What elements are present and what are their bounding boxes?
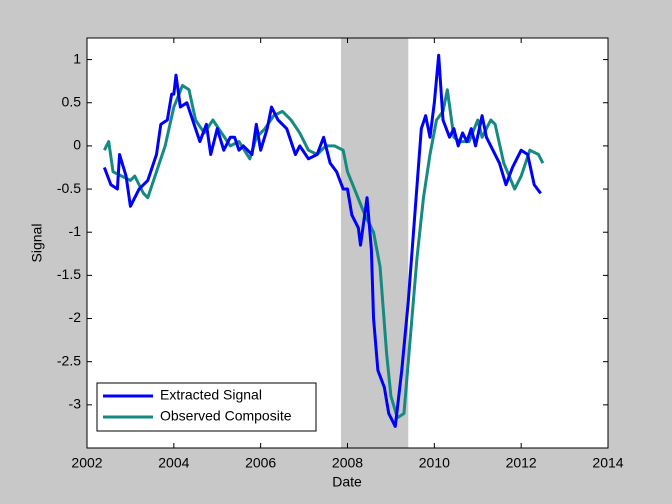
legend-box [96,382,317,432]
x-tick-label: 2010 [419,455,450,471]
x-axis-label: Date [332,474,362,490]
line-series [102,53,542,428]
x-tick-label: 2006 [245,455,276,471]
y-tick-label: 0.5 [62,93,82,109]
y-tick-label: -0.5 [57,180,81,196]
y-tick-label: -2.5 [57,352,81,368]
legend-label: Extracted Signal [160,387,262,403]
x-tick-label: 2014 [592,455,623,471]
legend-label: Observed Composite [160,408,292,424]
line-series [103,83,545,420]
y-tick-label: 1 [73,50,81,66]
y-tick-label: -1.5 [57,266,81,282]
x-tick-label: 2004 [158,455,189,471]
x-tick-label: 2012 [506,455,537,471]
y-axis-label: Signal [29,224,45,263]
y-tick-label: -1 [69,223,82,239]
y-tick-label: 0 [73,137,81,153]
y-tick-label: -3 [69,396,82,412]
y-tick-label: -2 [69,309,82,325]
x-tick-label: 2008 [332,455,363,471]
x-tick-label: 2002 [71,455,102,471]
